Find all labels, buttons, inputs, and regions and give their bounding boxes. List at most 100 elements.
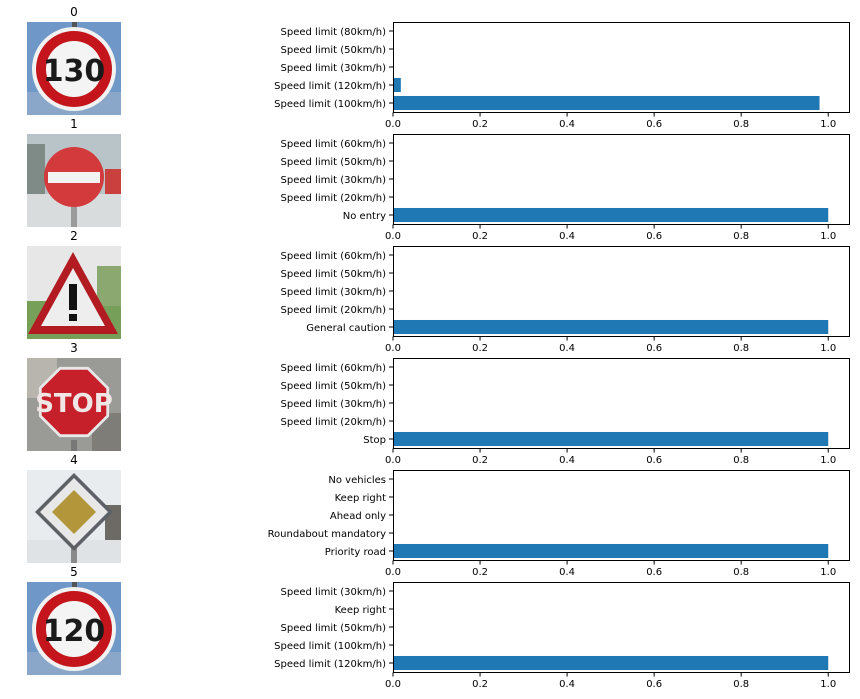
category-label: No entry xyxy=(343,211,386,222)
x-tick-label: 0.8 xyxy=(733,343,749,354)
priority-diamond-face xyxy=(52,490,96,534)
category-label: Keep right xyxy=(335,605,386,616)
category-label: Speed limit (50km/h) xyxy=(281,623,387,634)
axes-frame xyxy=(393,358,850,449)
x-tick-label: 0.0 xyxy=(385,455,401,466)
category-label: Speed limit (60km/h) xyxy=(281,139,387,150)
sign-image xyxy=(27,246,121,339)
x-tick-label: 1.0 xyxy=(820,679,836,690)
probability-bar-chart: No entry Speed limit (20km/h) Speed limit … xyxy=(281,134,850,242)
stop-word: STOP xyxy=(35,389,113,419)
x-tick-label: 1.0 xyxy=(820,231,836,242)
category-label: Roundabout mandatory xyxy=(268,529,387,540)
x-tick-label: 0.0 xyxy=(385,231,401,242)
category-label: Speed limit (30km/h) xyxy=(281,175,387,186)
probability-bar xyxy=(393,655,829,671)
sign-image: STOP xyxy=(27,358,121,451)
x-tick-label: 0.6 xyxy=(646,343,662,354)
category-label: Speed limit (80km/h) xyxy=(281,27,387,38)
x-tick-label: 0.2 xyxy=(472,343,488,354)
category-label: Keep right xyxy=(335,493,386,504)
category-label: Speed limit (120km/h) xyxy=(274,659,386,670)
probability-bar xyxy=(393,319,829,335)
category-label: Speed limit (20km/h) xyxy=(281,305,387,316)
category-label: Speed limit (100km/h) xyxy=(274,641,386,652)
sign-pole xyxy=(71,207,77,227)
sign-pole xyxy=(72,582,77,592)
category-label: Stop xyxy=(363,435,386,446)
category-label: Speed limit (120km/h) xyxy=(274,81,386,92)
category-label: Speed limit (30km/h) xyxy=(281,399,387,410)
probability-bar xyxy=(393,431,829,447)
x-tick-label: 0.4 xyxy=(559,343,575,354)
probability-bar-chart: Speed limit (100km/h) Speed limit (120km/… xyxy=(274,22,850,130)
category-label: Speed limit (50km/h) xyxy=(281,45,387,56)
category-label: No vehicles xyxy=(328,475,386,486)
x-tick-label: 1.0 xyxy=(820,343,836,354)
tree-background xyxy=(27,144,45,194)
x-tick-label: 0.8 xyxy=(733,231,749,242)
speed-limit-120-sign-icon: 120 xyxy=(27,582,121,675)
x-tick-label: 0.0 xyxy=(385,119,401,130)
exclamation-bar xyxy=(69,284,77,310)
image-index-title: 2 xyxy=(70,229,78,243)
x-tick-label: 0.4 xyxy=(559,119,575,130)
category-label: Speed limit (100km/h) xyxy=(274,99,386,110)
x-tick-label: 0.4 xyxy=(559,567,575,578)
category-label: Ahead only xyxy=(330,511,386,522)
category-label: Speed limit (30km/h) xyxy=(281,587,387,598)
x-tick-label: 0.2 xyxy=(472,679,488,690)
category-label: Speed limit (60km/h) xyxy=(281,363,387,374)
image-index-title: 1 xyxy=(70,117,78,131)
category-label: Speed limit (30km/h) xyxy=(281,287,387,298)
sign-image: 130 xyxy=(27,22,121,115)
sign-face xyxy=(46,41,102,97)
stop-octagon xyxy=(41,369,107,435)
priority-road-sign-icon xyxy=(27,470,121,563)
category-label: Speed limit (60km/h) xyxy=(281,251,387,262)
category-label: Speed limit (20km/h) xyxy=(281,193,387,204)
category-label: Priority road xyxy=(325,547,386,558)
car-background xyxy=(105,169,121,194)
speed-limit-130-sign-icon: 130 xyxy=(27,22,121,115)
probability-bar xyxy=(393,95,820,111)
sign-face xyxy=(46,601,102,657)
x-tick-label: 0.4 xyxy=(559,231,575,242)
image-index-title: 3 xyxy=(70,341,78,355)
no-entry-bar xyxy=(48,172,100,183)
x-tick-label: 1.0 xyxy=(820,567,836,578)
category-label: Speed limit (50km/h) xyxy=(281,157,387,168)
sign-pole xyxy=(71,440,77,451)
sign-pole xyxy=(72,22,77,32)
axes-frame xyxy=(393,470,850,561)
axes-frame xyxy=(393,246,850,337)
x-tick-label: 0.4 xyxy=(559,455,575,466)
x-tick-label: 0.0 xyxy=(385,679,401,690)
general-caution-sign-icon xyxy=(27,246,121,339)
sign-number: 130 xyxy=(43,54,106,89)
x-tick-label: 0.6 xyxy=(646,231,662,242)
probability-bar xyxy=(393,207,829,223)
x-tick-label: 0.8 xyxy=(733,567,749,578)
x-tick-label: 0.2 xyxy=(472,567,488,578)
probability-bar-chart: Stop Speed limit (20km/h) Speed limit (30k… xyxy=(281,358,850,466)
image-index-title: 4 xyxy=(70,453,78,467)
sign-image: 120 xyxy=(27,582,121,675)
tree-background xyxy=(97,266,121,306)
image-index-title: 0 xyxy=(70,5,78,19)
x-tick-label: 0.2 xyxy=(472,119,488,130)
category-label: Speed limit (30km/h) xyxy=(281,63,387,74)
image-index-title: 5 xyxy=(70,565,78,579)
probability-bar-chart: Speed limit (120km/h) Speed limit (100km/… xyxy=(274,582,850,690)
x-tick-label: 0.0 xyxy=(385,567,401,578)
x-tick-label: 1.0 xyxy=(820,119,836,130)
probability-bar xyxy=(393,77,401,93)
x-tick-label: 1.0 xyxy=(820,455,836,466)
x-tick-label: 0.8 xyxy=(733,679,749,690)
x-tick-label: 0.0 xyxy=(385,343,401,354)
probability-bar-chart: Priority road Roundabout mandatory Ahead o… xyxy=(268,470,850,578)
no-entry-sign-icon xyxy=(27,134,121,227)
x-tick-label: 0.6 xyxy=(646,567,662,578)
exclamation-dot xyxy=(69,314,77,321)
